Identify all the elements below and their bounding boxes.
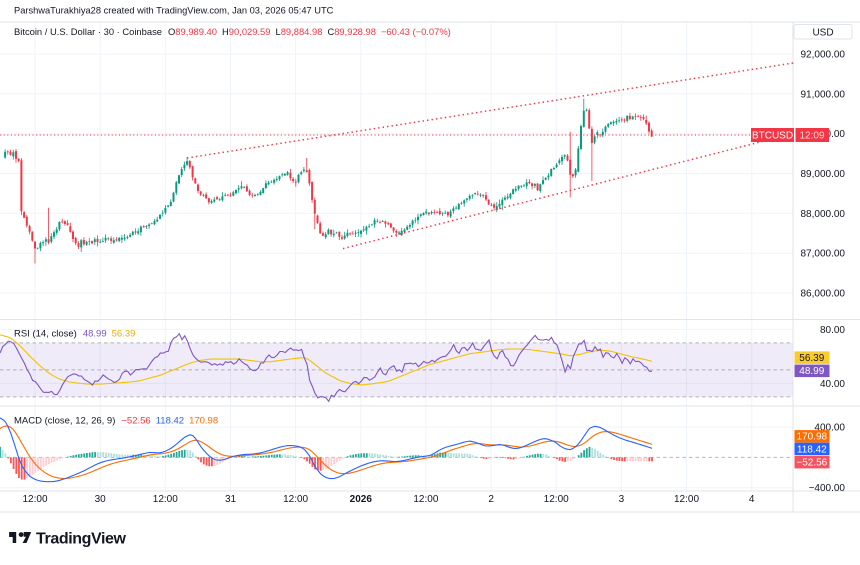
svg-text:88,000.00: 88,000.00 [801,209,846,220]
svg-text:2: 2 [488,494,494,505]
svg-text:91,000.00: 91,000.00 [801,89,846,100]
svg-text:12:00: 12:00 [283,494,308,505]
svg-text:80.00: 80.00 [820,325,845,336]
svg-text:40.00: 40.00 [820,379,845,390]
svg-text:TradingView: TradingView [36,531,127,548]
svg-text:2026: 2026 [350,494,373,505]
svg-text:12:00: 12:00 [544,494,569,505]
svg-text:4: 4 [749,494,755,505]
svg-text:89,000.00: 89,000.00 [801,169,846,180]
svg-text:ParshwaTurakhiya28 created wit: ParshwaTurakhiya28 created with TradingV… [14,6,334,16]
svg-text:BTCUSD: BTCUSD [752,131,793,142]
svg-text:400.00: 400.00 [814,423,845,434]
svg-text:87,000.00: 87,000.00 [801,249,846,260]
svg-text:31: 31 [225,494,237,505]
svg-text:118.42: 118.42 [797,444,827,455]
svg-text:−52.56: −52.56 [796,458,827,469]
svg-text:3: 3 [619,494,625,505]
svg-text:48.99: 48.99 [799,366,824,377]
svg-text:12:09: 12:09 [799,131,824,142]
svg-text:170.98: 170.98 [797,432,828,443]
svg-text:−400.00: −400.00 [809,483,846,494]
svg-text:12:00: 12:00 [153,494,178,505]
svg-text:12:00: 12:00 [413,494,438,505]
svg-text:56.39: 56.39 [799,353,824,364]
svg-text:12:00: 12:00 [674,494,699,505]
svg-text:12:00: 12:00 [22,494,47,505]
svg-text:USD: USD [812,28,833,39]
svg-text:92,000.00: 92,000.00 [801,50,846,61]
svg-text:Bitcoin / U.S. Dollar · 30 · C: Bitcoin / U.S. Dollar · 30 · Coinbase O89… [14,26,451,37]
svg-text:86,000.00: 86,000.00 [801,289,846,300]
svg-text:30: 30 [95,494,107,505]
